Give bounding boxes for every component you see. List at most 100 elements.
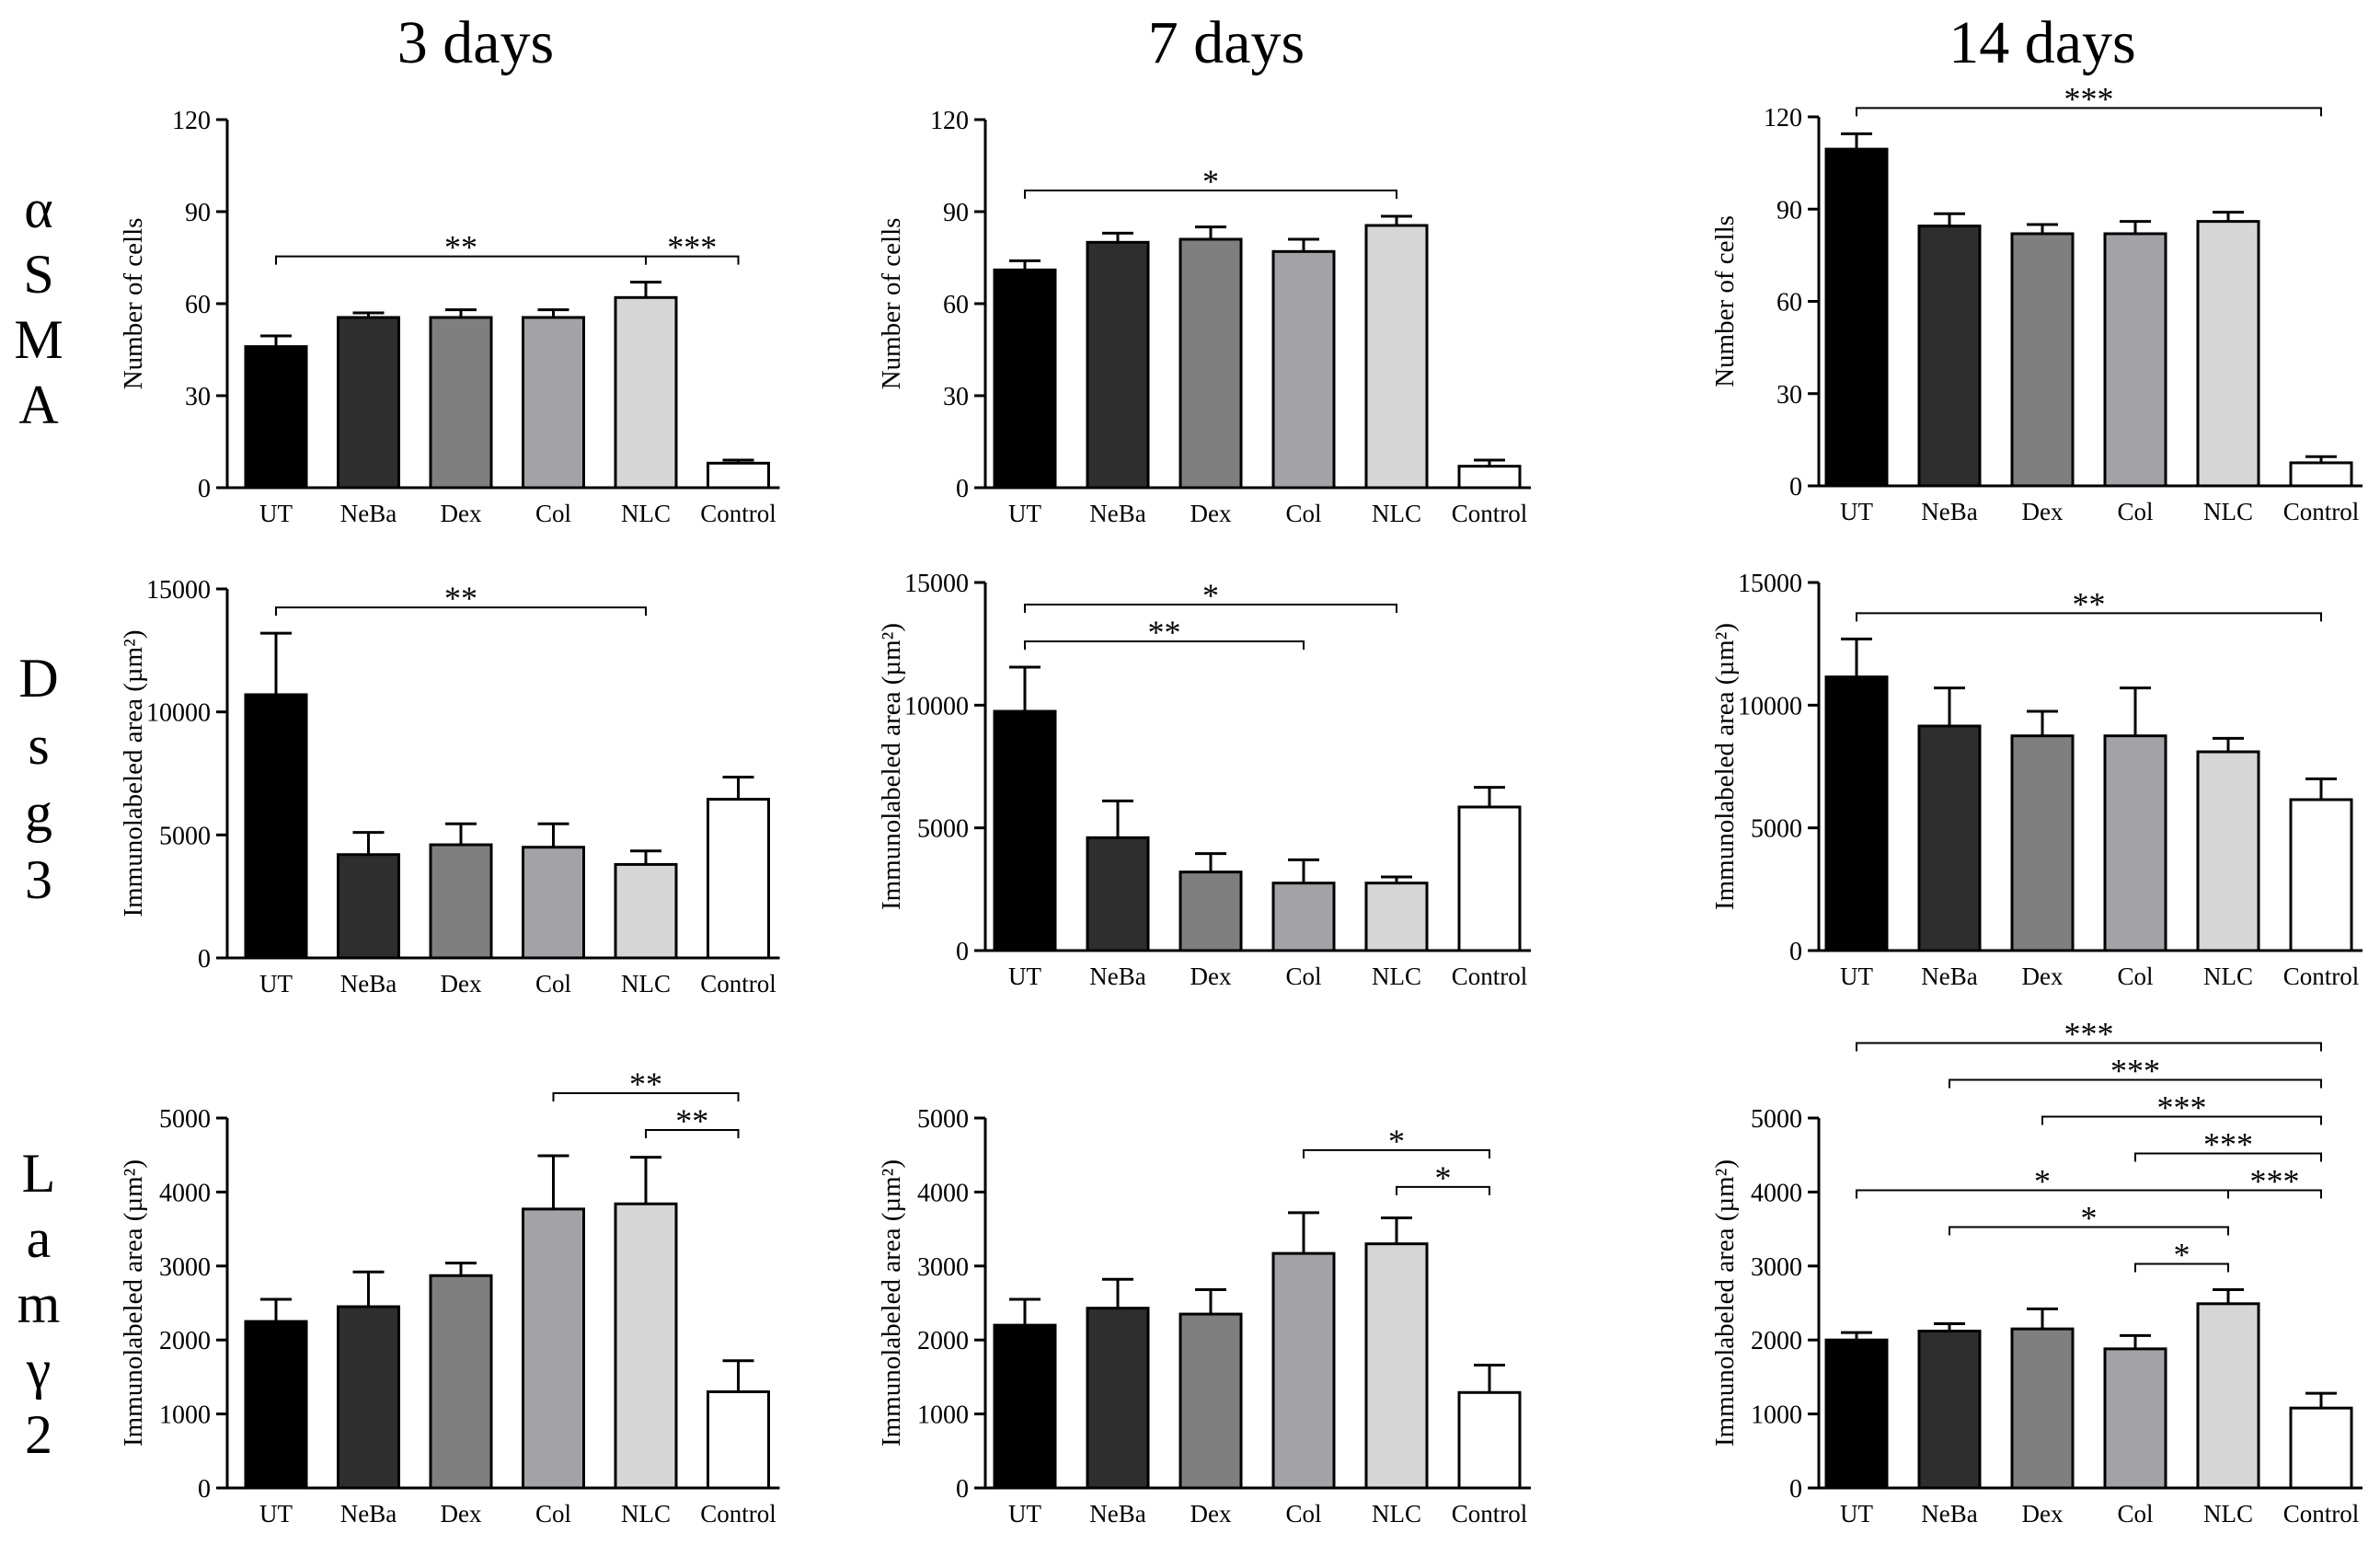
bar-dex [2010, 232, 2075, 488]
bar-dex [429, 316, 493, 490]
bar-nlc [1364, 224, 1429, 490]
category-label-dex: Dex [2022, 1500, 2064, 1528]
bar-col [2103, 1347, 2167, 1490]
category-label-neba: NeBa [1921, 963, 1977, 990]
category-label-col: Col [535, 970, 571, 997]
category-label-nlc: NLC [1372, 500, 1421, 527]
significance-bracket [1024, 604, 1397, 613]
y-tick-label: 0 [956, 1475, 969, 1504]
category-label-control: Control [1452, 1500, 1528, 1528]
category-label-nlc: NLC [621, 1500, 671, 1528]
y-tick-label: 2000 [917, 1327, 969, 1355]
bar-ut [1824, 147, 1889, 488]
row-label-dsg3-letter-3: 3 [25, 849, 52, 910]
bar-dex [2010, 734, 2075, 952]
bar-neba [1917, 225, 1982, 488]
significance-label: ** [629, 1066, 662, 1102]
y-tick-label: 15000 [904, 570, 969, 598]
bar-col [522, 1207, 585, 1490]
chart-asma-3d: 0 30 60 90 120 Number of cells UT NeBa Dex Col NLC… [119, 107, 780, 527]
category-label-dex: Dex [441, 500, 482, 527]
y-tick-label: 60 [943, 291, 969, 319]
bar-control [2289, 461, 2353, 488]
category-label-dex: Dex [1190, 963, 1232, 990]
bar-dex [1179, 1312, 1243, 1490]
bar-neba [337, 316, 400, 490]
significance-bracket [1949, 1226, 2229, 1236]
bar-control [707, 461, 770, 490]
column-title-7-days: 7 days [1148, 9, 1305, 76]
category-label-ut: UT [1008, 1500, 1041, 1528]
y-tick-label: 5000 [917, 815, 969, 844]
row-label--sma-letter-0: α [24, 179, 52, 239]
significance-label: ** [444, 229, 477, 266]
bar-ut [1824, 675, 1889, 952]
bar-col [522, 846, 585, 960]
bar-nlc [614, 1202, 678, 1490]
significance-label: ** [1148, 614, 1181, 651]
category-label-control: Control [1452, 963, 1528, 990]
significance-label: ** [675, 1102, 708, 1139]
category-label-dex: Dex [441, 970, 482, 997]
bar-ut [993, 268, 1057, 490]
category-label-col: Col [1285, 500, 1321, 527]
bar-ut [244, 1320, 308, 1490]
y-tick-label: 5000 [1751, 815, 1802, 844]
significance-bracket [552, 1092, 740, 1101]
category-label-neba: NeBa [1089, 500, 1145, 527]
bar-ut [993, 1323, 1057, 1490]
bar-col [2103, 232, 2167, 488]
bar-dex [2010, 1327, 2075, 1490]
significance-label: * [2034, 1163, 2051, 1200]
bar-neba [1086, 836, 1150, 952]
chart-asma-7d: 0 30 60 90 120 Number of cells UT NeBa Dex Col NLC… [877, 107, 1531, 527]
significance-bracket [275, 606, 647, 617]
category-label-neba: NeBa [1921, 1500, 1977, 1528]
category-label-col: Col [2117, 498, 2153, 525]
category-label-control: Control [700, 970, 776, 997]
category-label-neba: NeBa [340, 500, 397, 527]
row-label-lam-2-letter-4: 2 [25, 1404, 52, 1465]
category-label-col: Col [2117, 963, 2153, 990]
category-label-neba: NeBa [1921, 498, 1977, 525]
category-label-ut: UT [1840, 1500, 1873, 1528]
bar-neba [337, 853, 400, 960]
bar-ut [244, 345, 308, 490]
row-label-dsg3-letter-0: D [18, 648, 58, 709]
bar-neba [1917, 1330, 1982, 1490]
category-label-col: Col [535, 1500, 571, 1528]
bar-col [1271, 882, 1336, 952]
bar-col [1271, 249, 1336, 490]
y-tick-label: 30 [185, 383, 211, 411]
y-tick-label: 0 [1789, 1475, 1802, 1504]
y-tick-label: 15000 [1738, 570, 1802, 598]
y-tick-label: 4000 [159, 1179, 211, 1207]
bar-control [2289, 1406, 2353, 1490]
y-tick-label: 10000 [904, 692, 969, 721]
category-label-neba: NeBa [340, 970, 397, 997]
significance-label: *** [2250, 1163, 2300, 1200]
significance-bracket [1303, 1148, 1490, 1159]
significance-label: *** [2064, 80, 2114, 117]
significance-bracket [1024, 190, 1397, 199]
bar-ut [993, 709, 1057, 952]
bar-col [1271, 1251, 1336, 1490]
bar-dex [429, 843, 493, 960]
y-tick-label: 0 [198, 945, 211, 974]
bar-nlc [1364, 1242, 1429, 1490]
chart-dsg3-7d: 0 5000 10000 15000 Immunolabeled area (µm²) U… [877, 570, 1531, 990]
y-tick-label: 1000 [159, 1401, 211, 1430]
category-label-dex: Dex [1190, 500, 1232, 527]
row-label--sma-letter-2: M [14, 309, 63, 370]
significance-label: * [1388, 1123, 1405, 1159]
y-tick-label: 0 [956, 938, 969, 966]
significance-label: * [2081, 1200, 2098, 1237]
y-tick-label: 90 [943, 199, 969, 227]
chart-dsg3-3d: 0 5000 10000 15000 Immunolabeled area (µm²) U… [119, 576, 780, 997]
category-label-col: Col [2117, 1500, 2153, 1528]
category-label-nlc: NLC [2203, 963, 2253, 990]
significance-label: *** [2110, 1053, 2160, 1090]
bar-dex [1179, 871, 1243, 952]
y-tick-label: 1000 [917, 1401, 969, 1430]
category-label-ut: UT [259, 970, 293, 997]
